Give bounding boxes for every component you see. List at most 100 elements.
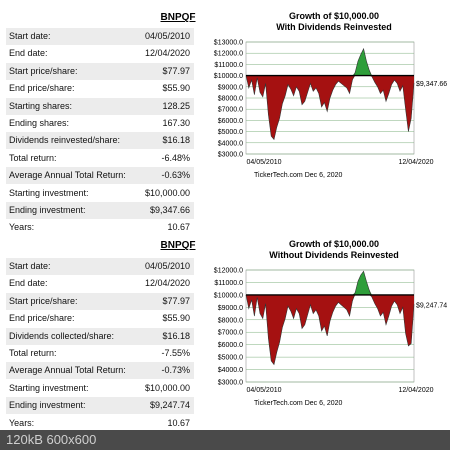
image-info-footer: 120kB 600x600 [0,430,450,450]
stat-value: $9,347.66 [149,205,190,215]
chart-subtitle: With Dividends Reinvested [276,22,391,32]
y-tick-label: $12000.0 [214,51,243,58]
y-tick-label: $4000.0 [218,140,243,147]
x-start-label: 04/05/2010 [246,159,281,166]
y-tick-label: $3000.0 [218,152,243,159]
stat-row: Total return: -6.48% [6,150,194,167]
stat-row: End date: 12/04/2020 [6,45,194,62]
end-value-label: $9,347.66 [416,81,447,88]
stat-value: $16.18 [162,330,190,341]
stat-value: 12/04/2020 [144,48,190,59]
stat-row: Years: 10.67 [6,415,194,432]
stat-label: Starting investment: [9,382,89,393]
stat-label: Dividends reinvested/share: [9,135,121,146]
y-tick-label: $7000.0 [218,107,243,114]
chart-subtitle: Without Dividends Reinvested [269,250,398,260]
stat-label: Total return: [9,152,57,163]
stat-value: $16.18 [162,135,190,146]
stat-row: Total return: -7.55% [6,345,194,362]
y-tick-label: $11000.0 [214,62,243,69]
stat-label: End price/share: [9,313,75,324]
stat-row: End price/share: $55.90 [6,310,194,327]
y-tick-label: $5000.0 [218,129,243,136]
stat-row: Starting investment: $10,000.00 [6,380,194,397]
y-tick-label: $13000.0 [214,40,243,47]
stat-value: 04/05/2010 [144,31,190,41]
end-value-label: $9,247.74 [416,302,447,309]
x-start-label: 04/05/2010 [246,387,281,394]
growth-chart-without-dividends: Growth of $10,000.00 Without Dividends Re… [196,236,450,456]
stat-label: End date: [9,278,48,289]
stat-value: 04/05/2010 [144,261,190,271]
y-tick-label: $9000.0 [218,305,243,312]
stat-row: End price/share: $55.90 [6,80,194,97]
stat-row: Dividends collected/share: $16.18 [6,327,194,345]
stat-label: Starting investment: [9,187,89,198]
stat-label: Dividends collected/share: [9,330,115,341]
stat-value: -0.63% [161,170,190,181]
stat-value: -0.73% [161,365,190,376]
stat-label: Start date: [9,261,51,271]
area-below-baseline [246,75,414,140]
growth-chart-with-dividends: Growth of $10,000.00 With Dividends Reinv… [196,8,450,228]
y-tick-label: $7000.0 [218,330,243,337]
stat-label: Start date: [9,31,51,41]
image-info-text: 120kB 600x600 [6,432,97,447]
stat-label: Start price/share: [9,65,78,76]
stat-value: $10,000.00 [144,382,190,393]
y-tick-label: $11000.0 [214,280,243,287]
stat-value: $55.90 [162,83,190,94]
stat-row: End date: 12/04/2020 [6,275,194,292]
y-tick-label: $8000.0 [218,96,243,103]
stat-value: 10.67 [167,417,190,428]
stat-label: Starting shares: [9,100,73,111]
x-end-label: 12/04/2020 [398,387,433,394]
stat-label: Ending investment: [9,205,86,215]
y-tick-label: $10000.0 [214,73,243,80]
stat-value: $10,000.00 [144,187,190,198]
stat-value: -6.48% [161,152,190,163]
stat-row: Ending shares: 167.30 [6,115,194,132]
stat-row: Ending investment: $9,347.66 [6,202,194,219]
stat-label: End price/share: [9,83,75,94]
chart-credit: TickerTech.com Dec 6, 2020 [254,172,343,179]
ticker-symbol: BNPQF [160,240,196,251]
panel-without-dividends: BNPQF Start date: 04/05/2010 End date: 12/0… [0,222,450,430]
stat-label: End date: [9,48,48,59]
stat-label: Years: [9,417,35,428]
stat-value: 12/04/2020 [144,278,190,289]
stat-row: Years: 10.67 [6,219,194,236]
stat-label: Ending investment: [9,400,86,411]
stat-label: Ending shares: [9,118,70,128]
chart-title: Growth of $10,000.00 [289,11,379,21]
stat-row: Average Annual Total Return: -0.63% [6,167,194,185]
area-below-baseline [246,294,414,365]
stat-row: Starting investment: $10,000.00 [6,185,194,202]
value-line [245,47,415,141]
stat-label: Average Annual Total Return: [9,170,126,181]
stat-row: Starting shares: 128.25 [6,97,194,115]
stat-row: Ending investment: $9,247.74 [6,397,194,415]
y-tick-label: $6000.0 [218,118,243,125]
y-tick-label: $3000.0 [218,380,243,387]
y-tick-label: $8000.0 [218,317,243,324]
stat-value: $77.97 [162,295,190,306]
stat-label: Years: [9,222,35,233]
ticker-symbol: BNPQF [160,12,196,23]
stat-value: 128.25 [162,100,190,111]
stat-row: Start date: 04/05/2010 [6,258,194,275]
y-tick-label: $12000.0 [214,268,243,275]
stat-row: Start price/share: $77.97 [6,62,194,80]
stat-label: Average Annual Total Return: [9,365,126,376]
stat-value: 167.30 [162,118,190,128]
stat-label: Start price/share: [9,295,78,306]
stat-value: -7.55% [161,348,190,358]
x-end-label: 12/04/2020 [398,159,433,166]
stat-value: $55.90 [162,313,190,324]
stat-value: 10.67 [167,222,190,233]
y-tick-label: $5000.0 [218,355,243,362]
value-line [245,270,415,366]
stat-value: $9,247.74 [149,400,190,411]
